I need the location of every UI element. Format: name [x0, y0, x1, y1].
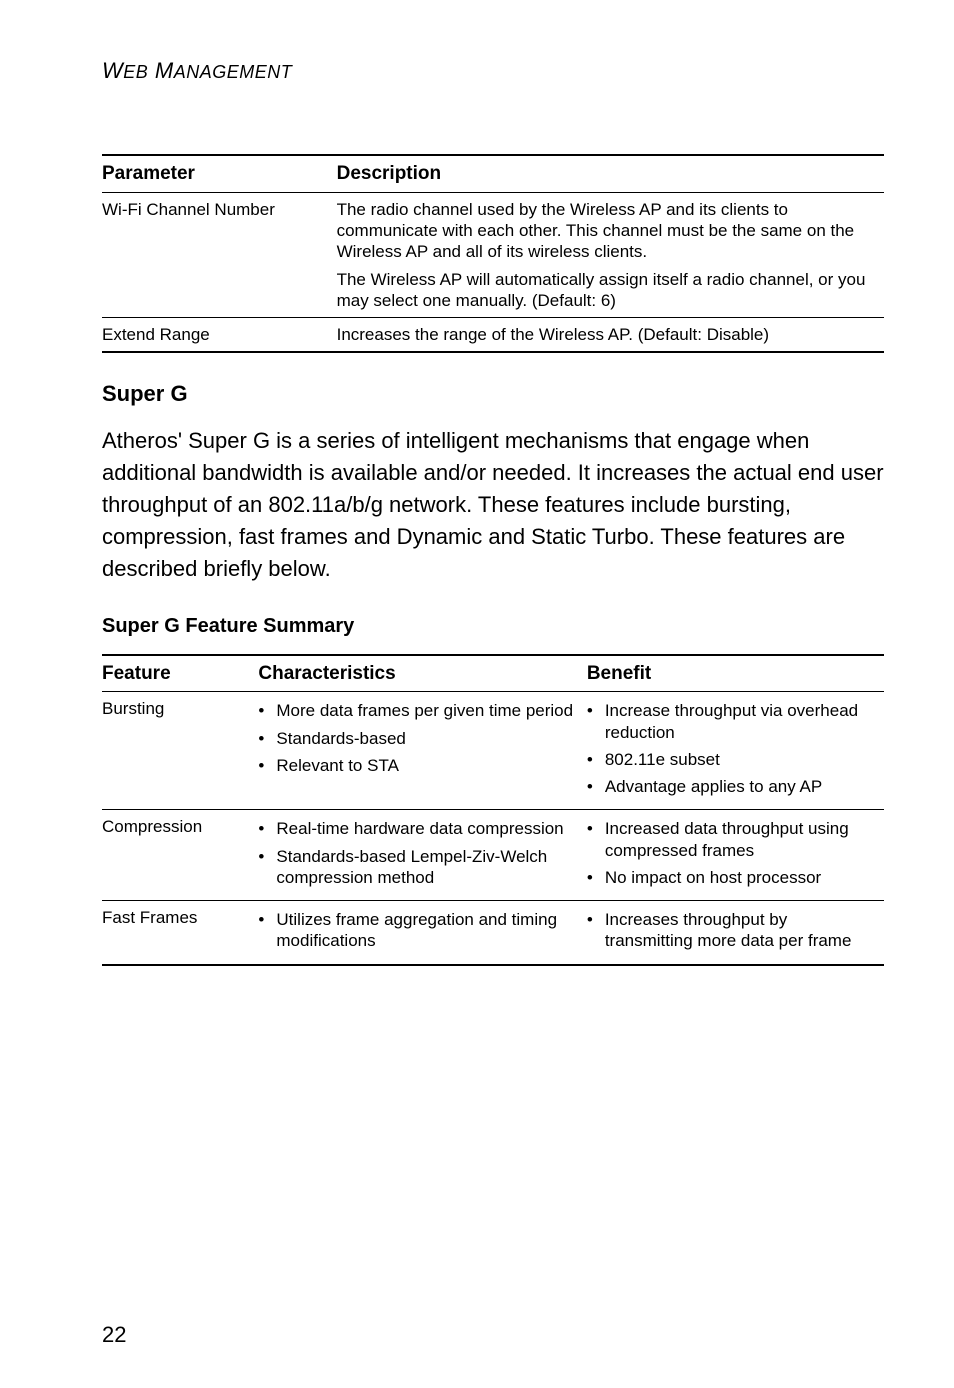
running-head-m: M [148, 58, 173, 83]
list-item: Increased data throughput using compress… [587, 818, 878, 861]
running-head-eb: EB [123, 62, 148, 82]
ben-cell: Increased data throughput using compress… [587, 810, 884, 901]
list-item: Standards-based Lempel-Ziv-Welch compres… [258, 846, 580, 889]
running-head-w: W [102, 58, 123, 83]
list-item: Increases throughput by transmitting mor… [587, 909, 878, 952]
summary-heading: Super G Feature Summary [102, 615, 884, 638]
feat-header: Feature [102, 655, 258, 692]
running-header: WEB MANAGEMENT [102, 58, 884, 84]
page-number: 22 [102, 1322, 126, 1348]
feat-cell: Fast Frames [102, 901, 258, 965]
list-item: Increase throughput via overhead reducti… [587, 700, 878, 743]
section-body: Atheros' Super G is a series of intellig… [102, 425, 884, 584]
param-cell: Extend Range [102, 318, 337, 353]
ben-cell: Increases throughput by transmitting mor… [587, 901, 884, 965]
list-item: Advantage applies to any AP [587, 776, 878, 797]
parameter-table: Parameter Description Wi-Fi Channel Numb… [102, 154, 884, 353]
char-cell: More data frames per given time period S… [258, 692, 586, 810]
feature-table: Feature Characteristics Benefit Bursting… [102, 654, 884, 966]
feat-cell: Compression [102, 810, 258, 901]
char-header: Characteristics [258, 655, 586, 692]
ben-header: Benefit [587, 655, 884, 692]
param-header: Parameter [102, 155, 337, 192]
char-cell: Utilizes frame aggregation and timing mo… [258, 901, 586, 965]
desc-cell: The radio channel used by the Wireless A… [337, 192, 884, 317]
char-cell: Real-time hardware data compression Stan… [258, 810, 586, 901]
desc-cell: Increases the range of the Wireless AP. … [337, 318, 884, 353]
param-cell: Wi-Fi Channel Number [102, 192, 337, 317]
list-item: No impact on host processor [587, 867, 878, 888]
list-item: Utilizes frame aggregation and timing mo… [258, 909, 580, 952]
desc-para: The Wireless AP will automatically assig… [337, 269, 878, 312]
desc-para: The radio channel used by the Wireless A… [337, 199, 878, 263]
list-item: Relevant to STA [258, 755, 580, 776]
ben-cell: Increase throughput via overhead reducti… [587, 692, 884, 810]
list-item: Standards-based [258, 728, 580, 749]
section-heading: Super G [102, 381, 884, 407]
list-item: 802.11e subset [587, 749, 878, 770]
feat-cell: Bursting [102, 692, 258, 810]
list-item: More data frames per given time period [258, 700, 580, 721]
running-head-anagement: ANAGEMENT [174, 62, 293, 82]
desc-header: Description [337, 155, 884, 192]
list-item: Real-time hardware data compression [258, 818, 580, 839]
